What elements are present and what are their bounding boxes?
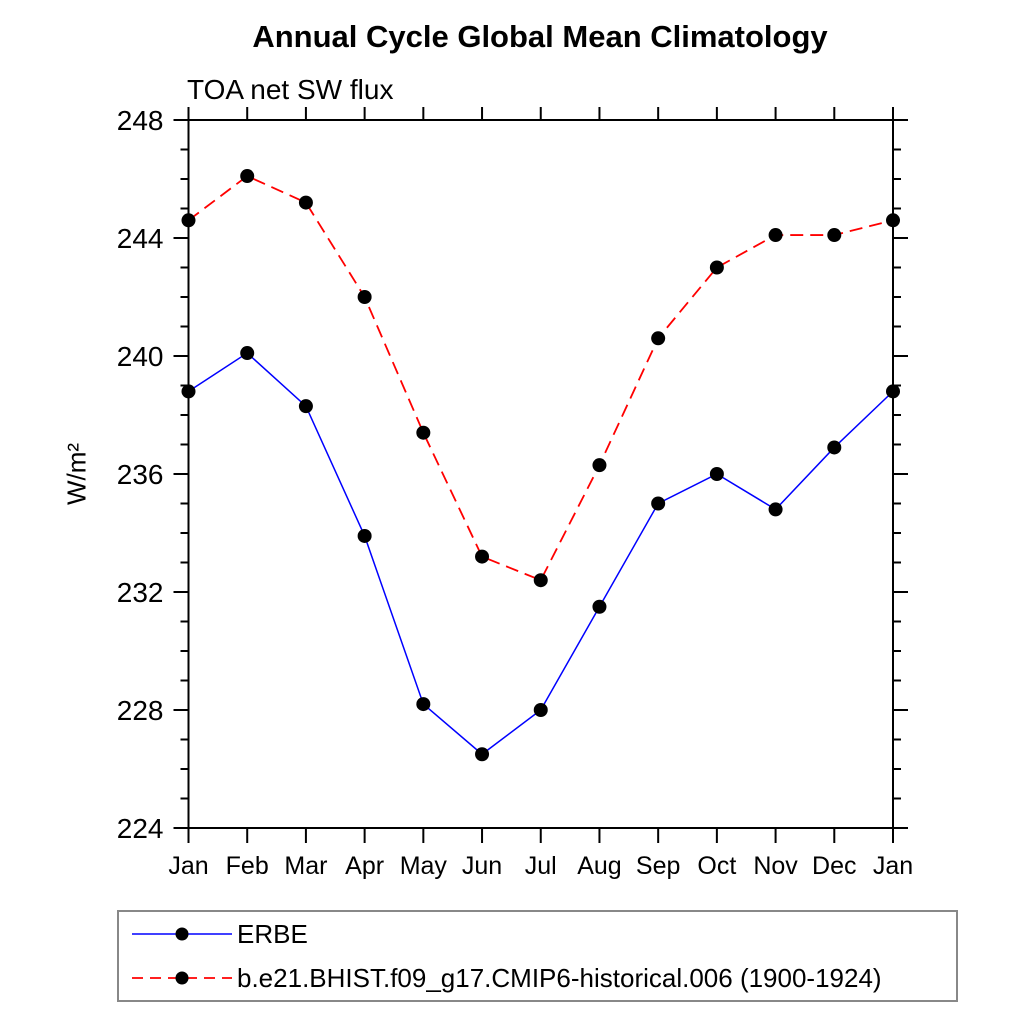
chart-title: Annual Cycle Global Mean Climatology (252, 19, 828, 54)
legend-item-erbe: ERBE (119, 914, 956, 954)
data-point-marker (768, 228, 783, 243)
legend-label-model: b.e21.BHIST.f09_g17.CMIP6-historical.006… (237, 962, 882, 993)
legend: ERBE b.e21.BHIST.f09_g17.CMIP6-historica… (117, 910, 958, 1002)
data-point-marker (416, 697, 431, 712)
x-tick-label: Jul (525, 852, 557, 880)
y-tick-label: 224 (117, 813, 164, 844)
plot-border (187, 119, 894, 829)
data-point-marker (475, 747, 490, 762)
x-tick-label: Oct (697, 852, 736, 880)
y-tick-label: 236 (117, 459, 164, 490)
legend-marker (175, 927, 189, 941)
data-point-marker (592, 599, 607, 614)
x-tick-label: Jan (873, 852, 913, 880)
y-tick-label: 232 (117, 577, 164, 608)
legend-sample-solid-line-icon (132, 927, 232, 941)
data-point-marker (827, 440, 842, 455)
data-point-marker (827, 228, 842, 243)
x-tick-label: Aug (577, 852, 621, 880)
data-point-marker (886, 384, 900, 399)
data-point-marker (709, 260, 724, 275)
y-tick-label: 228 (117, 695, 164, 726)
data-point-marker (298, 399, 313, 414)
legend-marker (175, 971, 189, 985)
legend-item-model: b.e21.BHIST.f09_g17.CMIP6-historical.006… (119, 958, 956, 998)
x-tick-label: Dec (812, 852, 856, 880)
x-tick-label: Jan (168, 852, 208, 880)
data-point-marker (357, 290, 372, 304)
data-point-marker (651, 496, 666, 511)
x-tick-label: Jun (462, 852, 502, 880)
data-point-marker (240, 346, 255, 361)
data-point-marker (181, 384, 196, 399)
data-point-marker (592, 458, 607, 473)
data-point-marker (533, 703, 548, 717)
data-point-marker (886, 213, 900, 228)
x-tick-label: Mar (284, 852, 327, 880)
x-tick-label: Nov (753, 852, 798, 880)
data-point-marker (357, 528, 372, 543)
y-tick-label: 244 (117, 223, 164, 254)
y-tick-label: 240 (117, 341, 164, 372)
chart-subtitle: TOA net SW flux (187, 74, 394, 105)
data-point-marker (416, 425, 431, 440)
x-tick-label: Feb (226, 852, 269, 880)
x-tick-label: Sep (636, 852, 680, 880)
x-tick-label: Apr (345, 852, 384, 880)
series-line-1 (187, 175, 894, 582)
series-line-0 (188, 352, 894, 756)
data-point-marker (181, 213, 196, 228)
data-point-marker (240, 169, 255, 184)
data-point-marker (298, 195, 313, 210)
data-point-marker (709, 467, 724, 481)
legend-sample-dashed-line-icon (132, 971, 232, 985)
legend-label-erbe: ERBE (237, 918, 308, 949)
y-tick-label: 248 (117, 105, 164, 136)
data-point-marker (475, 549, 490, 564)
data-point-marker (768, 502, 783, 517)
x-tick-label: May (400, 852, 448, 880)
data-point-marker (651, 331, 666, 346)
data-point-marker (533, 573, 548, 588)
